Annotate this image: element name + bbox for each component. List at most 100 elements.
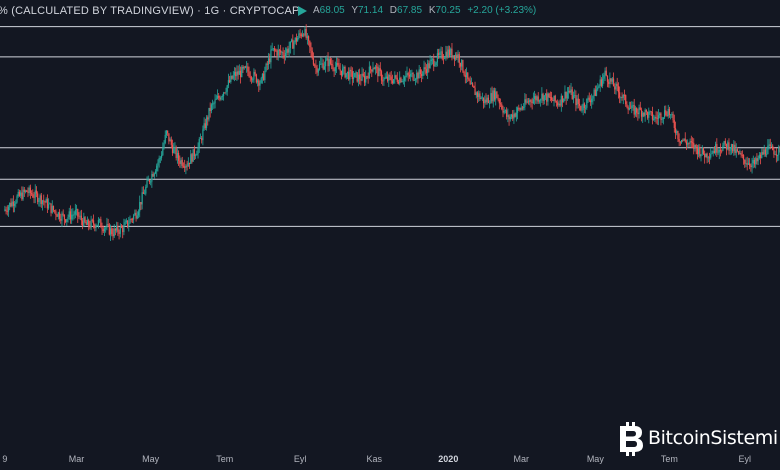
candle-body [273,48,276,51]
candle-body [718,149,720,153]
candle-body [192,149,194,162]
candle [585,104,587,114]
candle [193,145,195,161]
candle [593,88,595,102]
candle [561,95,564,108]
candle [263,70,265,81]
candle-body [643,112,645,116]
candle-body [741,154,743,156]
candle [181,156,183,169]
candle [314,63,316,68]
candle-body [766,154,768,155]
candle [447,45,449,59]
candle-body [154,171,157,174]
candle [747,157,750,166]
candle-body [513,113,515,119]
candle-body [82,220,84,227]
candle-body [548,93,550,98]
candle [210,103,213,114]
candle-body [73,214,75,216]
x-tick-label: Tem [216,454,233,464]
candle-body [406,73,408,76]
candle-body [532,99,534,104]
candle [653,114,655,121]
candle-body [632,105,634,106]
candle-body [27,191,29,193]
candle [180,157,182,169]
candle [307,35,310,46]
candle-body [242,66,244,69]
candle [578,98,581,111]
candle [60,213,62,224]
candle [276,48,278,61]
candle-body [696,148,698,155]
candle [567,87,570,99]
candle [587,95,589,103]
candle [91,218,93,223]
candle [264,66,266,83]
candle-body [531,101,533,104]
candle-body [617,86,620,93]
candle [267,53,270,70]
candle [352,70,355,83]
candle [65,219,67,224]
candle-body [453,55,455,60]
candle [566,87,568,101]
candle-body [310,47,312,51]
candle-body [688,143,690,144]
candle [526,98,528,104]
candle-body [256,80,259,83]
candle [213,101,215,109]
candle [512,110,514,121]
candle-body [747,163,750,165]
candle-body [158,157,160,163]
candle [186,160,188,171]
candle [530,99,532,108]
flag-icon[interactable] [298,6,307,16]
candle-body [651,111,654,120]
candle [323,61,325,71]
candle [247,62,249,77]
candle [633,98,635,118]
candle-body [772,145,774,151]
candle-body [16,196,18,203]
candle [507,108,509,123]
candle-body [640,109,643,117]
candle-body [179,160,181,164]
candle-body [773,150,775,155]
candle-body [588,97,590,101]
candle [33,192,35,204]
candle [742,154,745,165]
candle-body [536,96,538,101]
candle [20,190,22,199]
candle-body [394,75,396,80]
symbol-title[interactable]: % (CALCULATED BY TRADINGVIEW) · 1G · CRY… [0,5,300,17]
candle-body [591,98,593,103]
candle-body [501,104,503,109]
candle-body [502,108,504,113]
candle [651,106,654,125]
candle-body [297,37,299,42]
candle [61,211,63,227]
candle [679,141,681,146]
candle [66,218,68,226]
candle-body [620,97,622,99]
candle-body [109,228,112,235]
candle-body [642,112,644,117]
candle-body [193,149,195,156]
candle [351,67,353,86]
candle [360,73,362,86]
candle [58,209,61,222]
candle [588,92,590,103]
candle-body [58,212,61,219]
candle [214,94,216,109]
candle [716,138,718,157]
candle [156,163,158,177]
candle-body [638,107,640,115]
candle-body [323,66,325,70]
candle-body [89,225,91,228]
candle [622,93,624,105]
candle-body [622,95,624,98]
candle-body [417,72,419,79]
